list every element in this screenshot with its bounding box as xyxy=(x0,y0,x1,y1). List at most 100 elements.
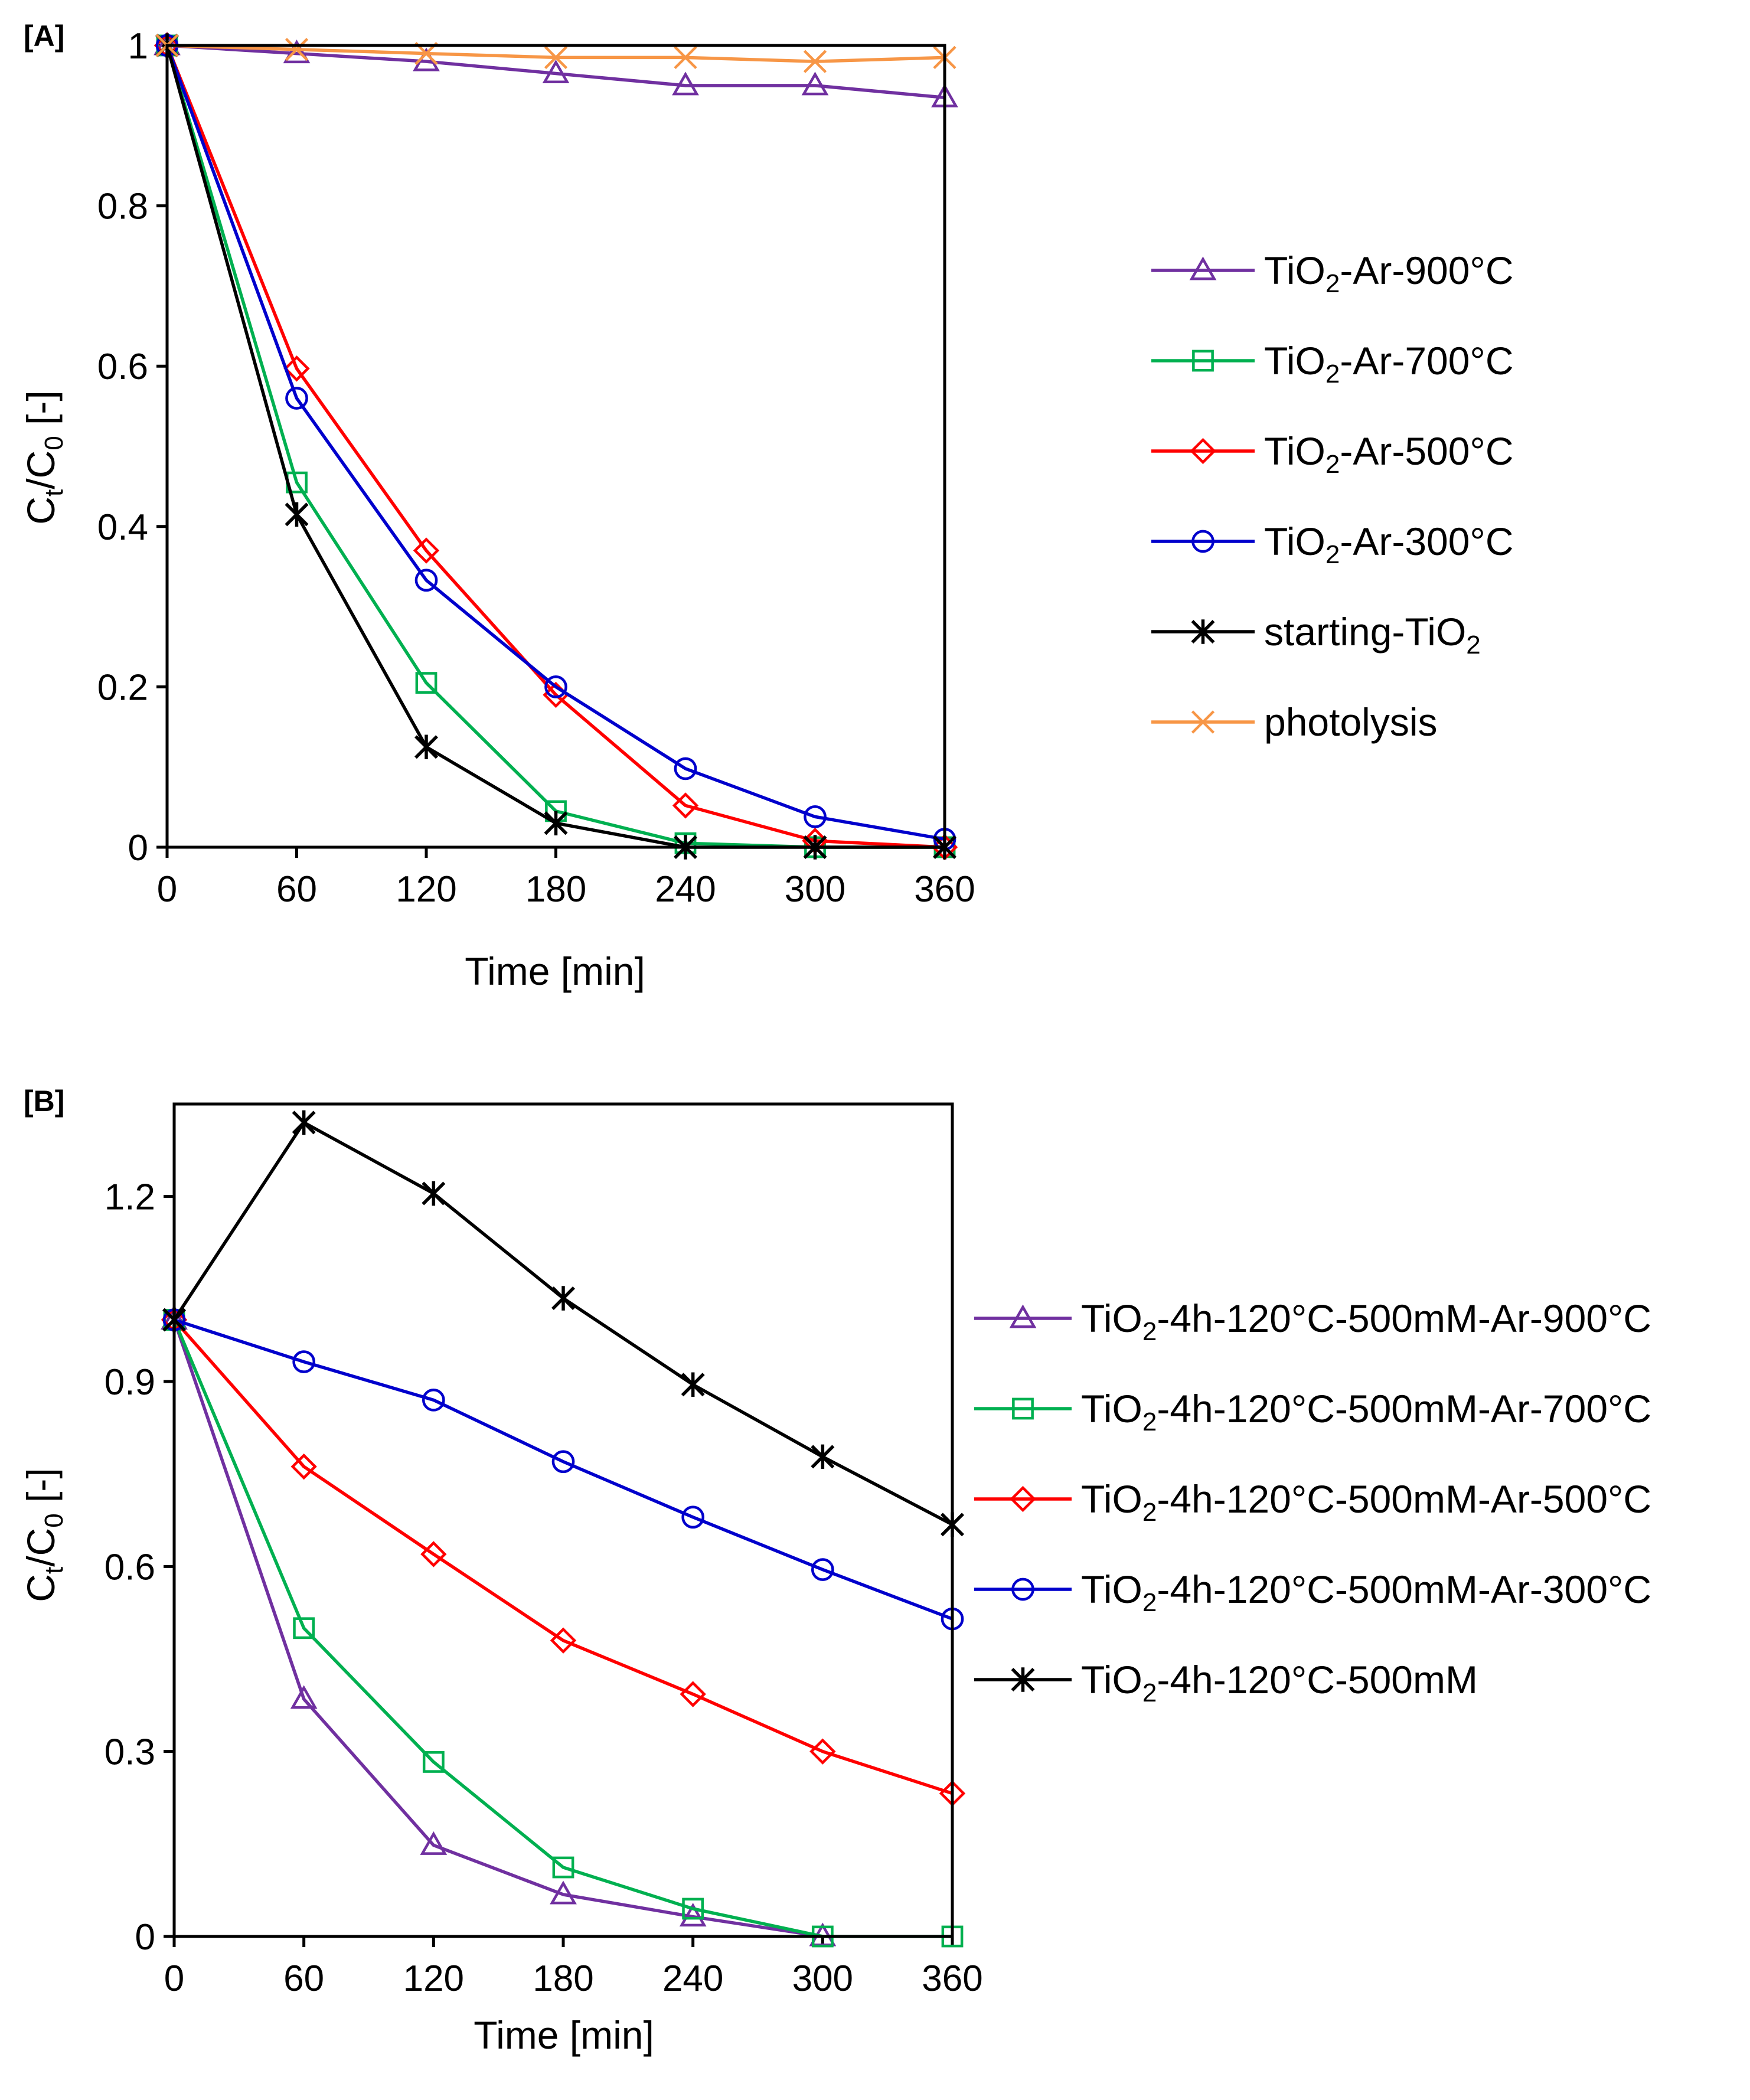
data-point xyxy=(422,1388,445,1412)
legend-marker xyxy=(1191,530,1214,553)
data-point xyxy=(544,45,568,70)
y-tick-label: 1 xyxy=(128,26,148,67)
x-tick-label: 240 xyxy=(655,869,716,910)
series-line xyxy=(172,1121,954,1526)
x-tick-label: 360 xyxy=(914,869,975,910)
panel-a: [A] Time [min] Ct/C0 [-] 00.20.40.60.810… xyxy=(19,19,1514,993)
y-tick-label: 0.9 xyxy=(105,1362,155,1403)
panel-a-series xyxy=(154,31,958,861)
data-point xyxy=(422,1751,445,1773)
series-tio2-ar-500-c xyxy=(154,32,958,861)
data-point xyxy=(544,675,567,698)
panel-a-plot-frame xyxy=(165,44,946,849)
legend-label: photolysis xyxy=(1264,700,1438,744)
panel-a-ticks: 0 0.2 0.4 0.6 0.8 1 0 60 120 180 240 300 360 xyxy=(97,26,975,910)
series-line xyxy=(165,45,945,849)
y-tick-label: 0 xyxy=(135,1917,155,1958)
data-point xyxy=(413,537,440,564)
panel-b-series xyxy=(161,1110,966,1948)
data-point xyxy=(292,1110,316,1135)
data-point xyxy=(285,38,309,61)
legend-marker xyxy=(1010,1485,1036,1513)
y-tick-label: 0.6 xyxy=(97,347,148,387)
series-line xyxy=(172,1318,953,1795)
y-tick-label: 0.3 xyxy=(105,1732,155,1773)
data-point xyxy=(415,672,438,694)
legend-label: TiO2-Ar-500°C xyxy=(1264,429,1514,479)
legend-entry-tio2-4h-120-c-500mm: TiO2-4h-120°C-500mM xyxy=(974,1658,1478,1707)
x-tick-label: 0 xyxy=(157,869,177,910)
legend-marker xyxy=(1012,1397,1034,1420)
data-point xyxy=(544,811,568,836)
data-point xyxy=(283,355,310,382)
x-tick-label: 240 xyxy=(662,1958,723,1999)
panel-b-plot-frame xyxy=(172,1102,954,1938)
legend-label: TiO2-Ar-300°C xyxy=(1264,520,1514,569)
x-tick-label: 60 xyxy=(283,1958,324,1999)
legend-label: TiO2-4h-120°C-500mM-Ar-900°C xyxy=(1081,1296,1651,1346)
x-tick-label: 120 xyxy=(396,869,456,910)
legend-marker xyxy=(1191,619,1215,644)
panel-a-label: [A] xyxy=(24,19,64,53)
series-line xyxy=(165,45,945,841)
legend-marker xyxy=(1011,1667,1035,1692)
data-point xyxy=(552,1856,574,1879)
series-starting-tio2 xyxy=(155,33,956,860)
legend-marker xyxy=(1190,437,1216,465)
panel-b-label: [B] xyxy=(24,1085,64,1118)
data-point xyxy=(551,1450,575,1474)
legend-label: TiO2-4h-120°C-500mM xyxy=(1081,1658,1478,1707)
legend-entry-tio2-ar-900-c: TiO2-Ar-900°C xyxy=(1151,249,1514,298)
series-tio2-4h-120-c-500mm-ar-500-c xyxy=(161,1307,966,1807)
data-point xyxy=(804,805,827,828)
data-point xyxy=(292,1350,316,1373)
panel-a-y-axis-title: Ct/C0 [-] xyxy=(19,390,68,524)
x-tick-label: 120 xyxy=(403,1958,464,1999)
data-point xyxy=(551,1286,575,1311)
data-point xyxy=(414,734,438,760)
data-point xyxy=(811,1558,834,1581)
legend-label: TiO2-4h-120°C-500mM-Ar-500°C xyxy=(1081,1477,1651,1527)
panel-b-y-axis-title: Ct/C0 [-] xyxy=(19,1468,68,1602)
x-tick-label: 360 xyxy=(922,1958,982,1999)
data-point xyxy=(674,45,697,70)
panel-a-legend: TiO2-Ar-900°C TiO2-Ar-700°C TiO2-Ar-500°C T… xyxy=(1151,249,1514,744)
panel-b-x-axis-title: Time [min] xyxy=(474,2013,654,2057)
legend-marker xyxy=(1191,710,1215,734)
data-point xyxy=(674,757,697,780)
data-point xyxy=(420,1541,447,1567)
data-point xyxy=(542,59,570,84)
data-point xyxy=(682,1897,704,1920)
x-tick-label: 180 xyxy=(525,869,586,910)
data-point xyxy=(290,1685,318,1709)
data-point xyxy=(680,1681,706,1707)
data-point xyxy=(679,1903,707,1927)
legend-label: TiO2-Ar-900°C xyxy=(1264,249,1514,298)
x-tick-label: 60 xyxy=(276,869,317,910)
legend-label: starting-TiO2 xyxy=(1264,610,1481,659)
legend-label: TiO2-4h-120°C-500mM-Ar-300°C xyxy=(1081,1567,1651,1617)
y-tick-label: 0.6 xyxy=(105,1547,155,1588)
data-point xyxy=(811,1444,835,1469)
data-point xyxy=(285,387,308,410)
legend-entry-tio2-4h-120-c-500mm-ar-900-c: TiO2-4h-120°C-500mM-Ar-900°C xyxy=(974,1296,1651,1346)
series-tio2-4h-120-c-500mm-ar-900-c xyxy=(161,1306,837,1946)
series-photolysis xyxy=(155,34,956,73)
data-point xyxy=(809,1738,836,1765)
legend-label: TiO2-4h-120°C-500mM-Ar-700°C xyxy=(1081,1387,1651,1436)
data-point xyxy=(420,1831,448,1855)
y-tick-label: 1.2 xyxy=(105,1177,155,1218)
legend-entry-photolysis: photolysis xyxy=(1151,700,1438,744)
series-line xyxy=(165,44,945,849)
data-point xyxy=(801,71,829,96)
data-point xyxy=(283,40,311,64)
legend-marker xyxy=(1011,1578,1034,1601)
data-point xyxy=(672,792,699,819)
panel-b: [B] Time [min] Ct/C0 [-] 0 0.3 0.6 0.9 1.2 0 6… xyxy=(19,1085,1651,2057)
y-tick-label: 0.8 xyxy=(97,187,148,227)
data-point xyxy=(293,1617,315,1639)
data-point xyxy=(414,569,438,592)
panel-b-ticks: 0 0.3 0.6 0.9 1.2 0 60 120 180 240 300 360 xyxy=(105,1177,983,1999)
legend-entry-tio2-4h-120-c-500mm-ar-300-c: TiO2-4h-120°C-500mM-Ar-300°C xyxy=(974,1567,1651,1617)
